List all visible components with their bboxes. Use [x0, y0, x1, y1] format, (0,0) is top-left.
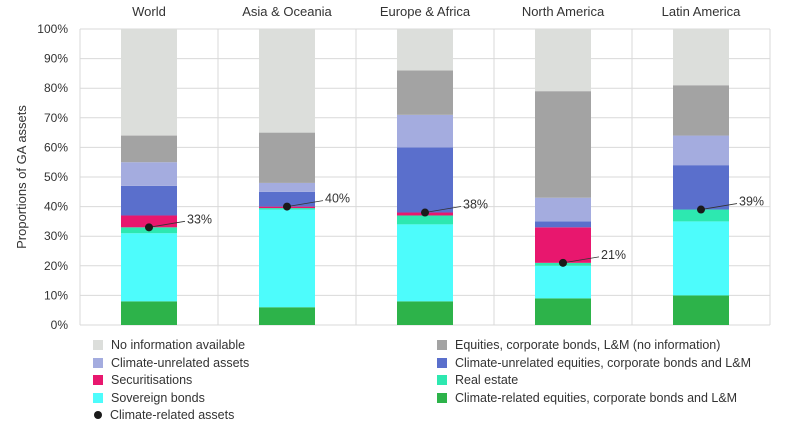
- category-label: Europe & Africa: [380, 4, 471, 19]
- bar-segment: [535, 265, 591, 299]
- bars: [121, 29, 729, 325]
- y-tick-label: 10%: [44, 288, 68, 302]
- category-labels: World Asia & Oceania Europe & Africa North …: [132, 4, 741, 19]
- bar-segment: [673, 209, 729, 222]
- marker-leader-line: [286, 200, 324, 207]
- category-label: World: [132, 4, 166, 19]
- marker-label: 40%: [325, 192, 350, 206]
- bar-segment: [121, 162, 177, 186]
- bar-segment: [673, 295, 729, 325]
- bar-segment: [535, 197, 591, 222]
- y-tick-label: 20%: [44, 259, 68, 273]
- bar-segment: [259, 29, 315, 133]
- y-tick-label: 80%: [44, 81, 68, 95]
- y-tick-label: 100%: [37, 22, 68, 36]
- y-axis-tick-labels: 0% 10% 20% 30% 40% 50% 60% 70% 80% 90% 100%: [37, 22, 68, 332]
- bar-segment: [121, 215, 177, 228]
- bar-segment: [259, 209, 315, 308]
- y-tick-label: 70%: [44, 111, 68, 125]
- bar-segment: [673, 29, 729, 86]
- bar-segment: [259, 307, 315, 325]
- marker-leader-line: [424, 206, 462, 213]
- climate-related-markers: 33% 40% 38% 21% 39%: [145, 192, 764, 267]
- y-tick-label: 40%: [44, 200, 68, 214]
- bar-segment: [121, 29, 177, 136]
- climate-related-marker: [145, 223, 153, 232]
- climate-related-marker: [559, 258, 567, 267]
- bar-segment: [535, 29, 591, 92]
- bar-segment: [535, 227, 591, 263]
- bar-segment: [121, 301, 177, 325]
- bar-segment: [535, 221, 591, 228]
- bar-segment: [121, 185, 177, 216]
- y-tick-label: 30%: [44, 229, 68, 243]
- category-label: Latin America: [662, 4, 742, 19]
- bar-segment: [397, 301, 453, 325]
- bar-segment: [121, 135, 177, 163]
- bar-segment: [397, 70, 453, 115]
- category-label: North America: [522, 4, 605, 19]
- bar-segment: [259, 182, 315, 192]
- bar-segment: [397, 215, 453, 225]
- climate-related-marker: [283, 202, 291, 211]
- category-label: Asia & Oceania: [242, 4, 332, 19]
- bar-segment: [535, 298, 591, 325]
- bar-segment: [673, 221, 729, 296]
- y-axis-title: Proportions of GA assets: [14, 105, 29, 249]
- bar-segment: [259, 132, 315, 183]
- marker-leader-line: [700, 203, 738, 210]
- marker-label: 33%: [187, 212, 212, 226]
- marker-leader-line: [562, 256, 600, 264]
- bar-segment: [673, 85, 729, 136]
- bar-segment: [673, 135, 729, 166]
- y-tick-label: 90%: [44, 52, 68, 66]
- bar-segment: [397, 29, 453, 71]
- bar-segment: [397, 147, 453, 213]
- bar-segment: [121, 233, 177, 302]
- marker-label: 39%: [739, 195, 764, 209]
- y-tick-label: 60%: [44, 140, 68, 154]
- climate-related-marker: [697, 205, 705, 214]
- y-tick-label: 0%: [51, 318, 69, 332]
- marker-label: 21%: [601, 248, 626, 262]
- y-tick-label: 50%: [44, 170, 68, 184]
- bar-segment: [397, 114, 453, 148]
- bar-segment: [535, 91, 591, 198]
- marker-label: 38%: [463, 198, 488, 212]
- bar-segment: [673, 165, 729, 210]
- bar-segment: [397, 224, 453, 302]
- bar-segment: [259, 191, 315, 207]
- marker-leader-line: [148, 220, 186, 228]
- climate-related-marker: [421, 208, 429, 217]
